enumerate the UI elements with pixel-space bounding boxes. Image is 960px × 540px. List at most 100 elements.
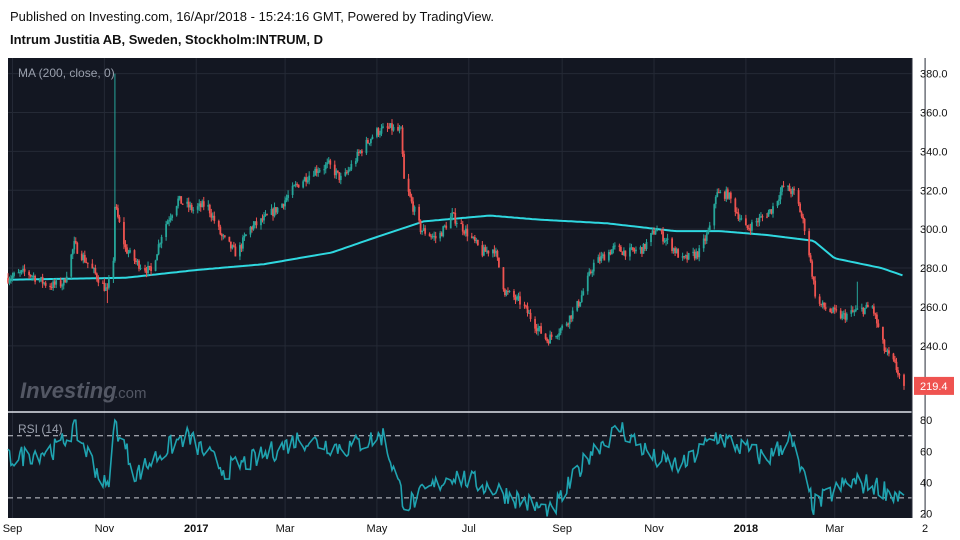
candle-body xyxy=(523,304,526,306)
candle-body xyxy=(853,311,856,313)
candle-body xyxy=(903,374,905,386)
candle-body xyxy=(633,250,636,252)
candle-body xyxy=(92,268,95,270)
candle-body xyxy=(466,228,469,237)
candle-body xyxy=(475,240,478,242)
candle-body xyxy=(738,218,741,220)
candle-body xyxy=(251,227,253,230)
candle-body xyxy=(29,275,32,277)
candle-body xyxy=(666,238,669,240)
candle-body xyxy=(729,192,732,199)
candle-body xyxy=(809,255,812,262)
candle-body xyxy=(619,246,622,252)
candle-body xyxy=(294,184,297,186)
candle-body xyxy=(308,175,311,181)
candle-body xyxy=(895,361,898,371)
candle-body xyxy=(758,217,761,223)
time-tick-label: Sep xyxy=(552,523,572,535)
candle-body xyxy=(519,296,521,305)
candle-body xyxy=(344,172,347,176)
candle-body xyxy=(229,241,232,249)
candle-body xyxy=(38,280,41,282)
candle-body xyxy=(744,218,747,226)
candle-body xyxy=(814,280,817,297)
candle-body xyxy=(592,262,595,272)
candle-body xyxy=(86,262,89,264)
candle-body xyxy=(440,232,443,237)
candle-body xyxy=(314,168,317,176)
candle-body xyxy=(83,254,86,262)
candle-body xyxy=(704,238,707,241)
candle-body xyxy=(610,249,613,255)
candle-body xyxy=(422,228,425,231)
candle-body xyxy=(898,374,901,376)
time-tick-label: Sep xyxy=(3,523,23,535)
candle-body xyxy=(495,250,497,254)
candle-body xyxy=(854,309,857,312)
candle-body xyxy=(582,291,585,296)
candle-body xyxy=(273,207,276,217)
candle-body xyxy=(888,350,890,354)
candle-body xyxy=(665,239,667,241)
candle-body xyxy=(770,209,773,214)
candle-body xyxy=(778,199,780,201)
candle-body xyxy=(681,256,684,258)
candle-body xyxy=(484,247,487,252)
candle-body xyxy=(455,222,458,224)
candle-body xyxy=(651,230,654,234)
candle-body xyxy=(559,328,562,334)
candle-body xyxy=(782,185,785,187)
time-tick-label: Mar xyxy=(276,523,295,535)
candle-body xyxy=(841,314,844,319)
candle-body xyxy=(282,204,285,207)
candle-body xyxy=(630,247,633,249)
candle-body xyxy=(207,204,210,207)
grid xyxy=(8,58,926,518)
candle-body xyxy=(725,189,728,199)
candle-body xyxy=(485,250,488,252)
candle-body xyxy=(461,224,464,232)
price-tick-label: 340.0 xyxy=(920,146,948,158)
rsi-tick-label: 60 xyxy=(920,446,932,458)
candle-body xyxy=(297,184,300,188)
price-tick-label: 380.0 xyxy=(920,69,948,81)
candle-body xyxy=(345,172,348,174)
candle-body xyxy=(254,221,256,225)
candle-body xyxy=(220,234,223,237)
candle-body xyxy=(639,247,642,250)
candle-body xyxy=(808,231,811,256)
candle-body xyxy=(603,254,606,261)
candle-body xyxy=(160,237,163,244)
candle-body xyxy=(516,296,518,300)
candle-body xyxy=(419,220,422,233)
candle-body xyxy=(133,250,136,261)
candle-body xyxy=(255,221,258,226)
candle-body xyxy=(734,198,737,213)
candle-body xyxy=(491,249,494,254)
candle-body xyxy=(832,307,835,313)
candle-body xyxy=(865,304,868,308)
candle-body xyxy=(449,216,452,229)
candle-body xyxy=(698,248,701,258)
candle-body xyxy=(41,277,44,284)
candle-body xyxy=(413,206,416,212)
candle-body xyxy=(263,215,265,221)
candle-body xyxy=(412,201,414,212)
candle-body xyxy=(708,225,711,231)
candle-body xyxy=(318,170,321,172)
candle-body xyxy=(159,243,161,245)
candle-body xyxy=(656,230,658,232)
candle-body xyxy=(612,245,615,250)
candle-body xyxy=(424,228,427,234)
candle-body xyxy=(860,307,863,309)
candle-body xyxy=(139,268,142,270)
candle-body xyxy=(779,191,782,200)
candle-body xyxy=(482,247,485,256)
candle-body xyxy=(101,282,104,284)
candle-body xyxy=(839,310,842,319)
candle-body xyxy=(348,169,351,171)
candle-body xyxy=(793,188,795,191)
candle-body xyxy=(324,164,327,170)
candle-body xyxy=(623,250,625,256)
